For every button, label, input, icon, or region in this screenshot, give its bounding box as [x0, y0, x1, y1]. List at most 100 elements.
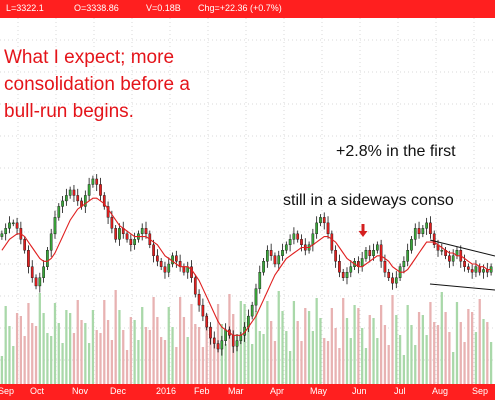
volume-bar: [330, 308, 333, 384]
volume-bar: [353, 305, 356, 384]
volume-bar: [34, 326, 38, 384]
volume-bar: [273, 341, 277, 384]
volume-bar: [0, 356, 4, 384]
candle-body: [379, 244, 383, 262]
candle-body: [190, 266, 193, 278]
volume-bar: [474, 332, 478, 384]
candle-body: [118, 228, 121, 240]
volume-bar: [114, 290, 117, 384]
candle-body: [159, 261, 163, 267]
first-note-annotation: +2.8% in the first: [336, 143, 456, 160]
candle-body: [250, 304, 254, 317]
volume-bar: [148, 330, 151, 384]
candle-body: [102, 195, 106, 207]
volume-bar: [300, 341, 303, 384]
candle-body: [205, 315, 209, 328]
candle-body: [114, 228, 118, 240]
volume-bar: [323, 338, 326, 384]
volume-bar: [489, 342, 493, 384]
candle-body: [216, 343, 220, 350]
candle-body: [406, 250, 410, 262]
volume-bar: [357, 308, 360, 384]
candle-body: [296, 233, 300, 240]
volume-bar: [406, 305, 409, 384]
volume-bar: [152, 297, 155, 384]
volume-bar: [50, 336, 53, 384]
volume-bar: [129, 317, 132, 384]
volume-bar: [144, 327, 148, 384]
volume-bar: [288, 351, 292, 384]
chart-markers: [358, 224, 495, 291]
volume-bar: [448, 332, 451, 384]
candle-body: [193, 277, 197, 295]
candle-body: [42, 266, 45, 278]
candle-body: [311, 233, 315, 245]
volume-bar: [61, 343, 64, 384]
volume-bar: [167, 307, 170, 384]
time-axis: Sep Oct Nov Dec 2016 Feb Mar Apr May Jun Jul Aug Sep: [0, 384, 495, 400]
candle-body: [197, 293, 201, 306]
candle-body: [156, 255, 159, 262]
volume-bar: [69, 313, 72, 384]
volume-bar: [440, 292, 443, 384]
candle-body: [72, 189, 76, 196]
candle-body: [144, 228, 148, 235]
candle-body: [133, 239, 136, 245]
month-label: May: [310, 386, 328, 396]
candle-body: [99, 184, 102, 196]
volume-bar: [270, 321, 273, 384]
volume-bar: [452, 352, 455, 384]
volume-bar: [334, 328, 337, 384]
volume-bar: [84, 323, 87, 384]
candle-body: [463, 261, 466, 267]
volume-bar: [190, 304, 193, 384]
candle-body: [425, 222, 428, 229]
month-label: 2016: [156, 386, 177, 396]
volume-bar: [410, 325, 413, 384]
volume-bar: [258, 331, 261, 384]
volume-bar: [372, 318, 375, 384]
candle-body: [326, 222, 330, 235]
volume-bar: [65, 310, 68, 384]
candle-body: [470, 269, 474, 273]
candle-body: [345, 272, 349, 278]
volume-bar: [122, 330, 125, 384]
candle-body: [140, 228, 144, 235]
change-value: Chg=+22.36 (+0.7%): [198, 3, 282, 13]
volume-bar: [361, 328, 364, 384]
candlesticks: [0, 174, 493, 356]
price-chart[interactable]: [0, 18, 495, 384]
candle-body: [212, 337, 216, 344]
volume-bar: [171, 327, 174, 384]
candle-body: [220, 340, 224, 350]
volume-bar: [141, 307, 144, 384]
volume-bar: [46, 333, 49, 384]
candle-body: [284, 244, 288, 251]
month-label: Mar: [228, 386, 244, 396]
volume-bar: [433, 322, 436, 384]
candle-body: [0, 233, 4, 237]
candle-body: [106, 206, 110, 218]
candle-body: [440, 250, 444, 252]
wedge-lower-line: [429, 283, 495, 291]
volume-bar: [15, 313, 19, 384]
volume-bar: [395, 315, 398, 384]
volume-bar: [178, 297, 182, 384]
volume-bar: [326, 341, 330, 384]
candle-body: [349, 266, 353, 273]
volume-bar: [201, 347, 205, 384]
candle-body: [338, 261, 341, 273]
candle-body: [432, 233, 436, 245]
volume-bar: [213, 337, 216, 384]
volume-bar: [342, 298, 345, 384]
moving-average-line: [1, 197, 492, 336]
volume-bar: [281, 311, 284, 384]
candle-body: [478, 266, 482, 273]
volume-bar: [87, 343, 91, 384]
candle-body: [8, 222, 11, 229]
candle-body: [175, 255, 178, 262]
volume-bar: [402, 355, 406, 384]
volume-bar: [76, 300, 79, 384]
candle-body: [91, 178, 95, 185]
candle-body: [273, 255, 277, 265]
